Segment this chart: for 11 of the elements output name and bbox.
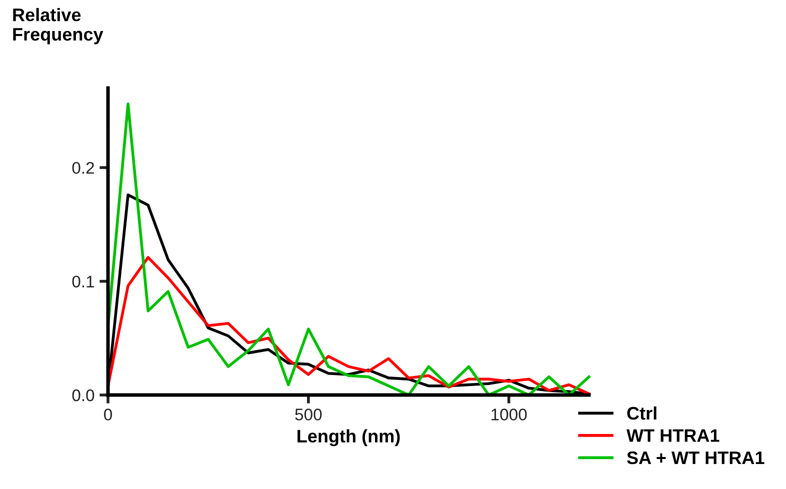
legend-label: Ctrl xyxy=(627,406,656,420)
y-tick-label: 0.0 xyxy=(72,389,94,402)
y-tick-label: 0.1 xyxy=(72,276,94,288)
legend-label: SA + WT HTRA1 xyxy=(627,451,764,464)
y-axis-title: Relative Frequency xyxy=(13,8,104,44)
legend-label: WT HTRA1 xyxy=(626,429,720,442)
x-tick-label: 500 xyxy=(295,408,322,420)
x-axis-title: Length (nm) xyxy=(298,429,400,446)
y-tick-label: 0.2 xyxy=(72,162,94,174)
x-tick-label: 0 xyxy=(104,408,112,420)
x-tick-label: 1000 xyxy=(492,408,527,420)
